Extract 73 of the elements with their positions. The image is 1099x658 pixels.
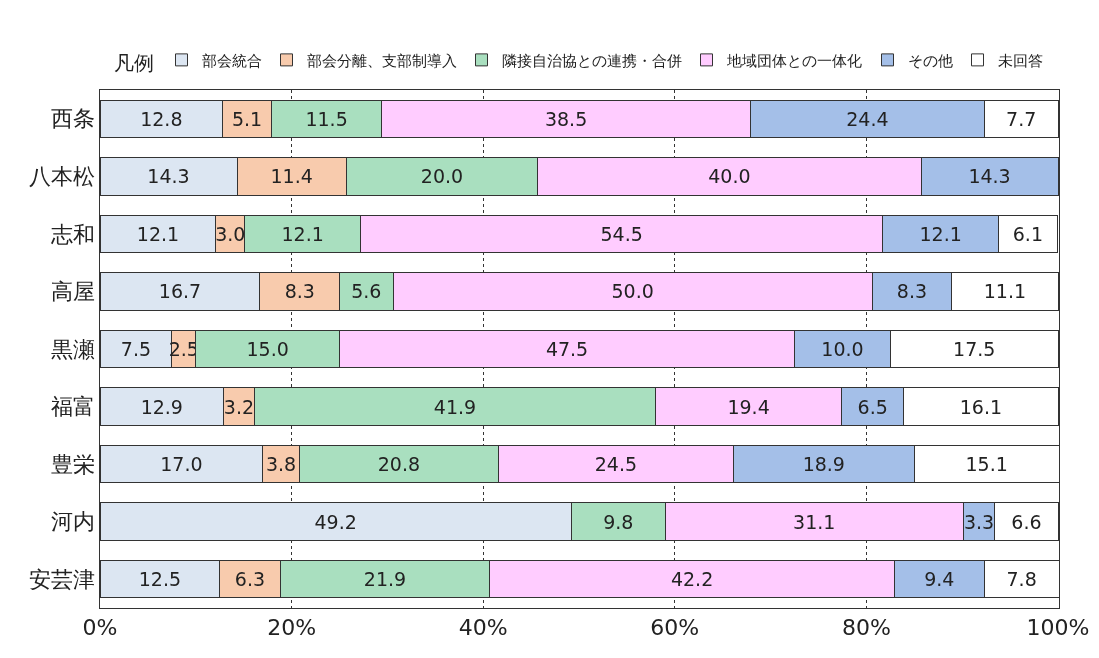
data-label: 20.0 (420, 165, 464, 188)
data-label: 8.3 (896, 280, 928, 303)
data-label: 6.6 (1011, 510, 1042, 533)
data-label: 12.8 (140, 107, 183, 130)
legend-label: 部会分離、支部制導入 (306, 51, 457, 70)
data-label: 12.5 (138, 568, 182, 591)
data-label: 3.3 (963, 510, 995, 533)
y-tick-label: 豊栄 (50, 451, 95, 477)
y-tick-label: 安芸津 (28, 566, 95, 592)
x-tick-label: 40% (458, 615, 508, 641)
data-label: 14.3 (147, 165, 190, 188)
data-label: 3.0 (215, 222, 246, 245)
data-label: 7.7 (1006, 107, 1037, 130)
x-tick-label: 0% (82, 615, 118, 641)
data-label: 47.5 (545, 338, 589, 360)
data-label: 3.2 (223, 395, 255, 418)
data-label: 38.5 (544, 107, 588, 130)
y-tick-label: 志和 (50, 221, 95, 247)
data-label: 12.1 (281, 222, 324, 245)
data-label: 18.9 (802, 453, 845, 476)
data-label: 5.1 (231, 107, 263, 130)
data-label: 14.3 (968, 165, 1011, 188)
legend-label: 隣接自治協との連携・合併 (501, 51, 682, 70)
data-label: 42.2 (670, 568, 714, 591)
legend-title: 凡例 (113, 50, 154, 75)
legend-label: 部会統合 (201, 51, 262, 70)
data-label: 11.1 (983, 280, 1027, 303)
y-tick-label: 福富 (50, 394, 95, 420)
y-tick-label: 高屋 (50, 279, 95, 305)
data-label: 24.4 (846, 107, 889, 130)
x-tick-label: 20% (267, 615, 317, 641)
legend-label: その他 (907, 51, 953, 70)
data-label: 12.1 (919, 222, 962, 245)
data-label: 9.8 (603, 510, 634, 533)
data-label: 41.9 (433, 395, 477, 418)
data-label: 6.3 (234, 568, 266, 591)
data-label: 5.6 (351, 280, 382, 303)
data-label: 50.0 (611, 280, 654, 303)
legend-label: 未回答 (997, 51, 1043, 70)
x-tick-label: 60% (650, 615, 700, 641)
legend-label: 地域団体との一体化 (725, 51, 862, 70)
y-tick-label: 河内 (50, 509, 95, 535)
data-label: 49.2 (314, 510, 357, 533)
data-label: 9.4 (924, 568, 955, 591)
data-label: 17.5 (953, 338, 996, 360)
data-label: 7.8 (1006, 568, 1037, 591)
data-label: 10.0 (821, 338, 864, 360)
data-label: 12.1 (136, 222, 180, 245)
data-label: 15.0 (246, 338, 289, 360)
data-label: 17.0 (160, 453, 203, 476)
x-tick-label: 80% (841, 615, 891, 641)
data-label: 40.0 (708, 165, 751, 188)
data-label: 7.5 (120, 338, 152, 360)
data-label: 6.1 (1012, 222, 1043, 245)
data-label: 19.4 (727, 395, 770, 418)
data-label: 11.5 (305, 107, 348, 130)
data-label: 54.5 (600, 222, 643, 245)
data-label: 24.5 (594, 453, 638, 476)
data-label: 11.4 (270, 165, 313, 188)
data-label: 6.5 (857, 395, 888, 418)
y-tick-label: 黒瀬 (50, 336, 95, 362)
data-label: 16.1 (959, 395, 1003, 418)
y-tick-label: 八本松 (28, 164, 95, 190)
data-label: 21.9 (363, 568, 407, 591)
data-label: 15.1 (965, 453, 1008, 476)
data-label: 8.3 (284, 280, 315, 303)
y-tick-label: 西条 (50, 106, 95, 132)
x-tick-label: 100% (1026, 615, 1090, 641)
data-label: 20.8 (377, 453, 421, 476)
data-label: 16.7 (158, 280, 202, 303)
data-label: 31.1 (793, 510, 836, 533)
data-label: 12.9 (140, 395, 183, 418)
data-label: 3.8 (265, 453, 297, 476)
